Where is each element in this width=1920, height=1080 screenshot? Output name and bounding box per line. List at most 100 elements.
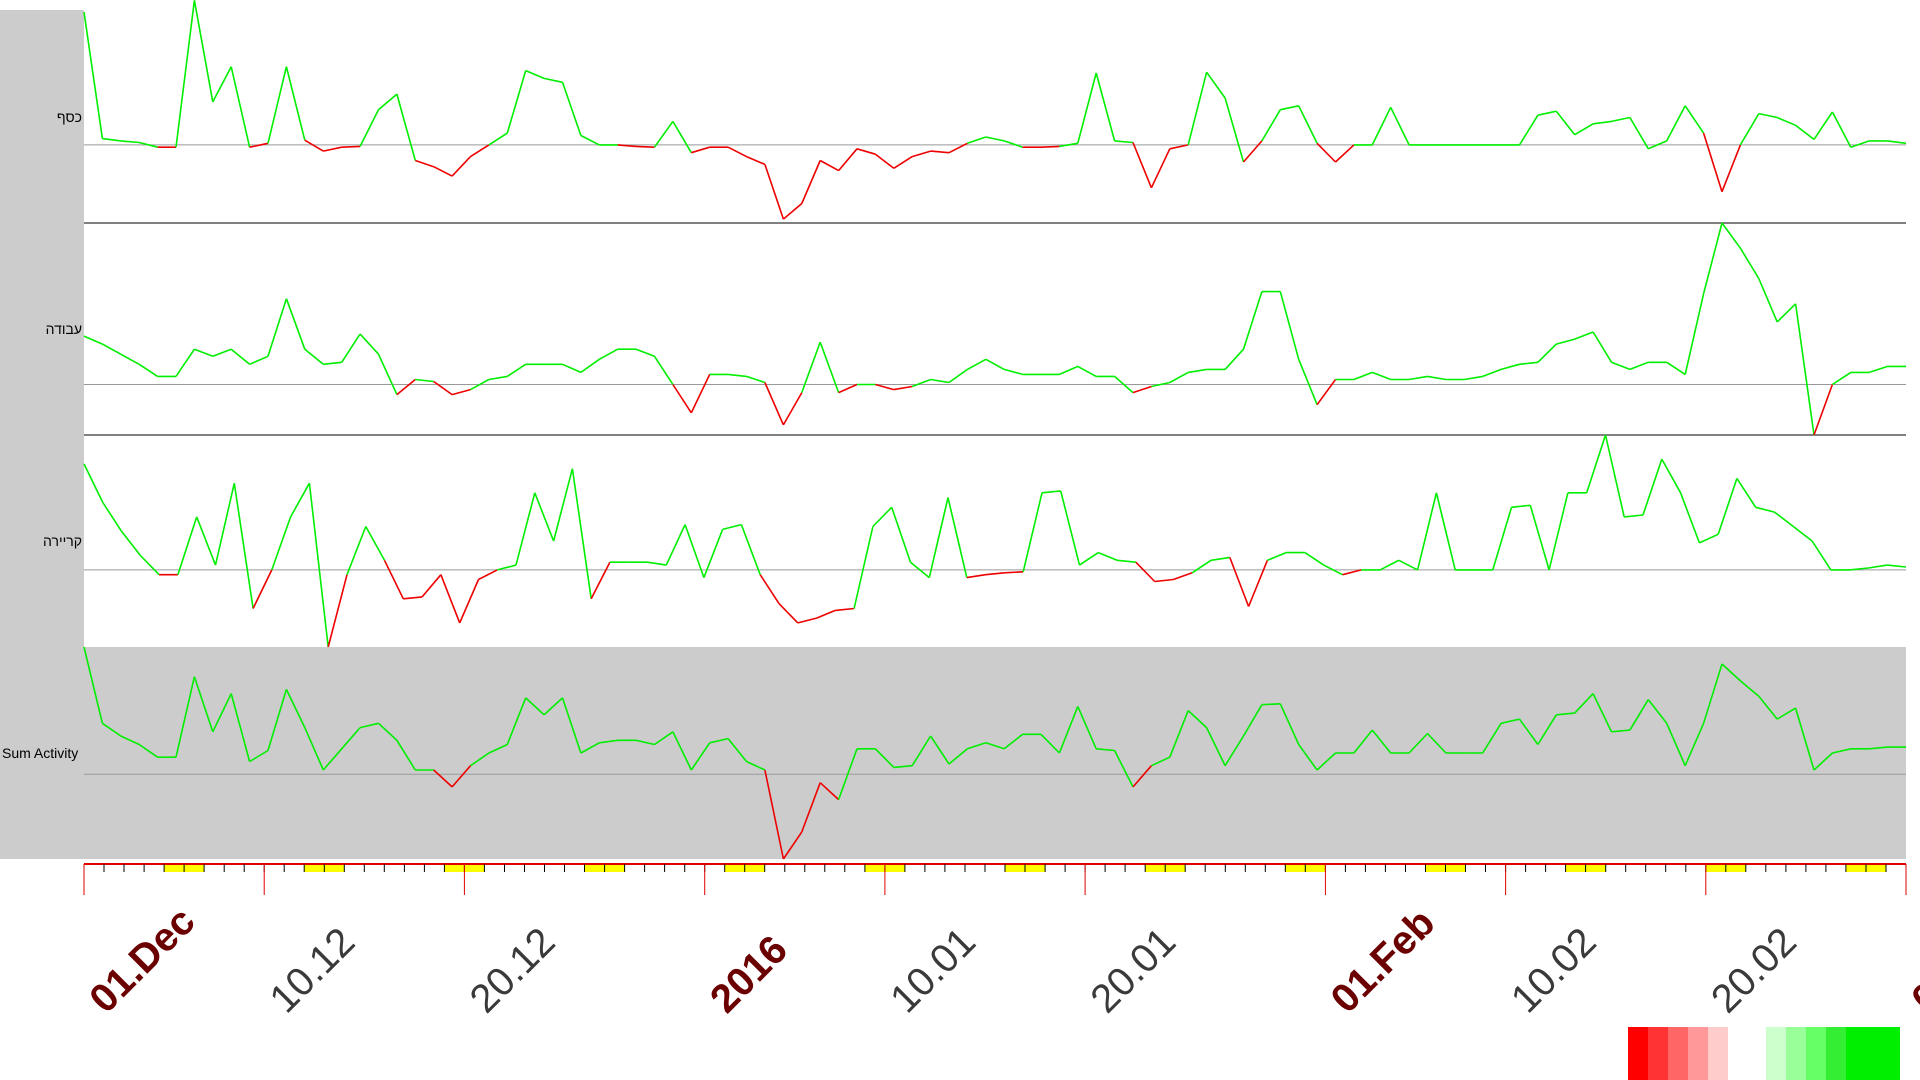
line-segment-positive xyxy=(1776,303,1797,323)
line-segment-positive xyxy=(872,506,893,528)
line-segment-positive xyxy=(1629,361,1649,371)
line-segment-positive xyxy=(1114,140,1134,144)
line-segment-positive xyxy=(1113,750,1134,788)
line-segment-positive xyxy=(1813,752,1833,771)
line-segment-positive xyxy=(1280,105,1299,111)
line-segment-positive xyxy=(1537,343,1557,363)
line-segment-negative xyxy=(252,569,273,609)
line-segment-positive xyxy=(139,141,158,148)
line-segment-positive xyxy=(948,368,968,384)
line-segment-positive xyxy=(1151,756,1171,767)
line-segment-positive xyxy=(967,358,987,371)
line-segment-positive xyxy=(1500,718,1520,725)
panel-label-career: קריירה xyxy=(43,533,82,549)
line-segment-negative xyxy=(835,607,855,612)
line-segment-positive xyxy=(415,378,434,383)
sum-activity-panel-bg xyxy=(0,647,1906,859)
line-segment-positive xyxy=(929,735,950,765)
line-segment-positive xyxy=(1464,375,1483,381)
line-segment-positive xyxy=(1666,361,1686,376)
line-segment-positive xyxy=(635,739,655,746)
legend-swatch-negative xyxy=(1708,1027,1728,1080)
line-segment-positive xyxy=(365,526,386,561)
legend-swatch-positive xyxy=(1786,1027,1806,1080)
line-segment-negative xyxy=(1135,561,1156,583)
line-segment-positive xyxy=(947,497,968,578)
line-segment-positive xyxy=(267,298,288,357)
legend-swatch-negative xyxy=(1688,1027,1708,1080)
line-segment-positive xyxy=(1647,140,1668,150)
line-segment-positive xyxy=(285,298,306,350)
line-segment-positive xyxy=(1188,368,1207,374)
line-segment-positive xyxy=(598,348,619,361)
line-segment-positive xyxy=(506,363,527,378)
line-segment-positive xyxy=(193,676,214,733)
line-segment-positive xyxy=(470,378,490,391)
line-segment-positive xyxy=(1058,706,1079,754)
line-segment-positive xyxy=(267,689,288,751)
line-segment-positive xyxy=(1831,111,1852,148)
line-segment-positive xyxy=(746,760,766,771)
line-segment-negative xyxy=(837,148,858,172)
line-segment-positive xyxy=(1585,434,1607,494)
line-segment-positive xyxy=(727,738,748,763)
line-segment-positive xyxy=(1353,729,1373,754)
label-column xyxy=(0,10,84,647)
line-segment-negative xyxy=(874,153,895,169)
x-tick-label: 20.12 xyxy=(462,919,564,1021)
line-segment-positive xyxy=(83,646,104,724)
line-segment-positive xyxy=(1304,551,1325,566)
line-segment-positive xyxy=(1187,72,1208,146)
line-segment-positive xyxy=(1323,564,1343,576)
line-segment-positive xyxy=(1096,748,1115,752)
line-segment-positive xyxy=(1887,140,1907,145)
line-segment-positive xyxy=(1758,112,1778,119)
line-segment-positive xyxy=(1679,492,1701,544)
line-segment-positive xyxy=(1151,381,1170,388)
line-segment-negative xyxy=(1040,145,1060,148)
line-segment-positive xyxy=(1699,533,1719,544)
line-segment-positive xyxy=(746,375,766,384)
line-segment-positive xyxy=(740,524,761,575)
line-segment-positive xyxy=(1739,680,1760,697)
line-segment-positive xyxy=(1556,338,1575,345)
line-segment-positive xyxy=(690,742,711,771)
line-segment-negative xyxy=(451,156,472,177)
line-segment-positive xyxy=(709,737,729,744)
line-segment-negative xyxy=(433,769,453,788)
line-segment-positive xyxy=(285,689,306,728)
line-segment-positive xyxy=(515,492,536,566)
line-segment-positive xyxy=(1869,746,1888,750)
line-segment-positive xyxy=(654,731,674,746)
series-3 xyxy=(83,646,1906,860)
line-segment-positive xyxy=(120,735,140,746)
line-segment-positive xyxy=(1774,511,1794,528)
x-tick-label: 01.Feb xyxy=(1323,901,1444,1022)
line-segment-positive xyxy=(120,530,142,556)
line-segment-negative xyxy=(1342,569,1362,576)
line-segment-negative xyxy=(819,159,839,172)
line-segment-positive xyxy=(1574,693,1594,714)
line-segment-positive xyxy=(1574,123,1594,136)
line-segment-positive xyxy=(138,363,159,378)
line-segment-positive xyxy=(497,564,517,571)
line-segment-positive xyxy=(271,516,292,571)
line-segment-positive xyxy=(1537,714,1557,745)
line-segment-positive xyxy=(1776,707,1797,720)
line-segment-negative xyxy=(415,159,434,168)
line-segment-negative xyxy=(691,146,710,154)
line-segment-positive xyxy=(1776,116,1796,127)
line-segment-positive xyxy=(1868,365,1888,374)
line-segment-positive xyxy=(1702,222,1723,294)
panel-label-money: כסף xyxy=(57,109,82,125)
line-segment-negative xyxy=(470,144,490,158)
line-segment-positive xyxy=(853,526,874,609)
line-segment-positive xyxy=(304,348,324,365)
line-segment-positive xyxy=(1592,120,1612,125)
line-segment-positive xyxy=(1389,106,1410,146)
line-segment-negative xyxy=(478,569,498,581)
line-segment-positive xyxy=(1040,733,1060,754)
x-tick-label: 01.Dec xyxy=(81,899,203,1021)
line-segment-positive xyxy=(1316,752,1337,771)
line-segment-positive xyxy=(890,507,912,563)
